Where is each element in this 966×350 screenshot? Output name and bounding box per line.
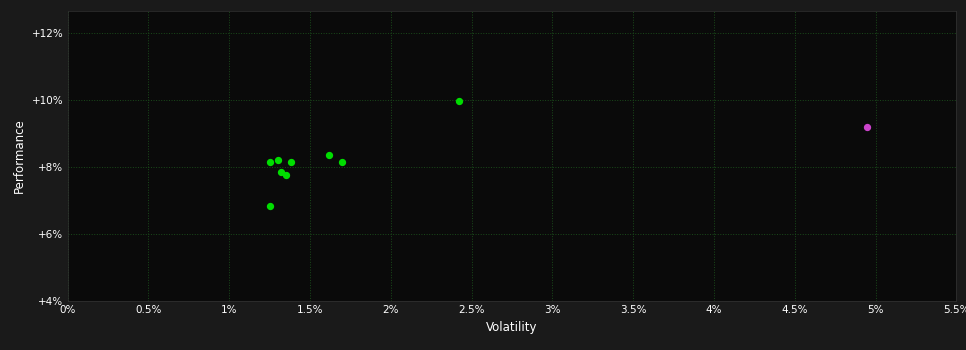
Point <box>322 153 337 158</box>
Point <box>451 98 467 104</box>
Point <box>278 173 294 178</box>
Point <box>334 159 350 165</box>
Y-axis label: Performance: Performance <box>14 118 26 193</box>
Point <box>283 159 298 165</box>
X-axis label: Volatility: Volatility <box>486 321 538 334</box>
Point <box>273 169 289 175</box>
Point <box>262 203 277 208</box>
Point <box>270 158 285 163</box>
Point <box>262 159 277 165</box>
Point <box>860 124 875 130</box>
